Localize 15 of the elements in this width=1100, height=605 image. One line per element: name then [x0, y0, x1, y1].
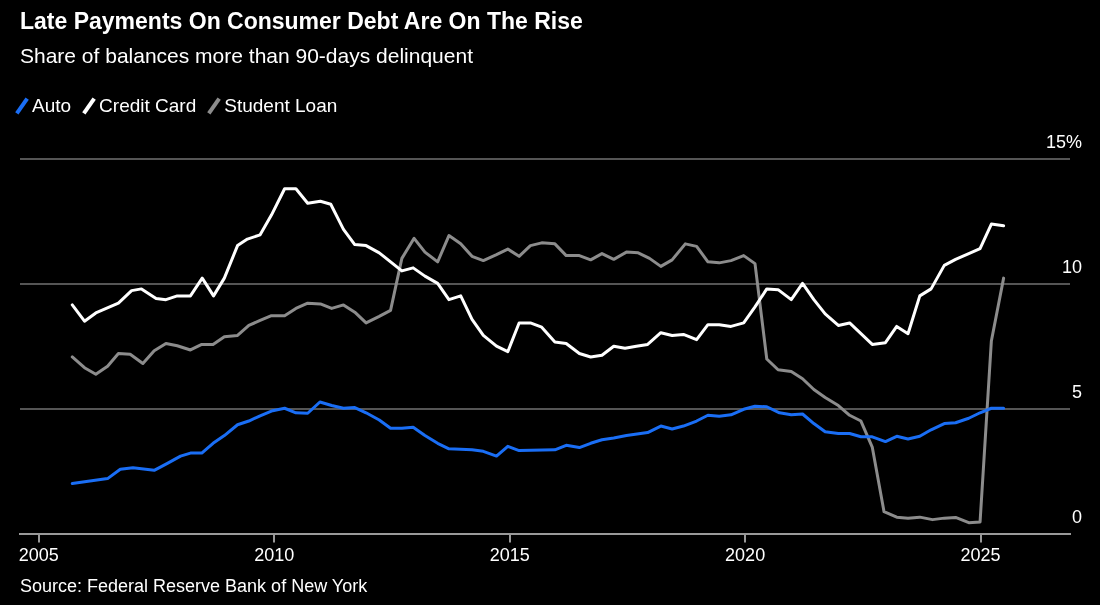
y-tick-label: 10: [1061, 257, 1082, 278]
chart-title: Late Payments On Consumer Debt Are On The Rise: [20, 8, 583, 35]
source-note: Source: Federal Reserve Bank of New York: [20, 576, 368, 597]
x-tick-label: 2015: [489, 545, 530, 566]
legend-label: Student Loan: [224, 95, 338, 117]
y-tick-label: 15%: [1045, 131, 1082, 152]
x-tick-label: 2020: [725, 545, 766, 566]
x-tick-label: 2010: [254, 545, 295, 566]
x-tick-label: 2005: [18, 545, 59, 566]
legend-label: Credit Card: [99, 95, 197, 117]
y-tick-label: 5: [1071, 382, 1082, 403]
y-tick-label: 0: [1071, 507, 1082, 528]
chart-subtitle: Share of balances more than 90-days delinquent: [20, 44, 473, 68]
x-tick-label: 2025: [960, 545, 1001, 566]
legend-label: Auto: [32, 95, 72, 117]
